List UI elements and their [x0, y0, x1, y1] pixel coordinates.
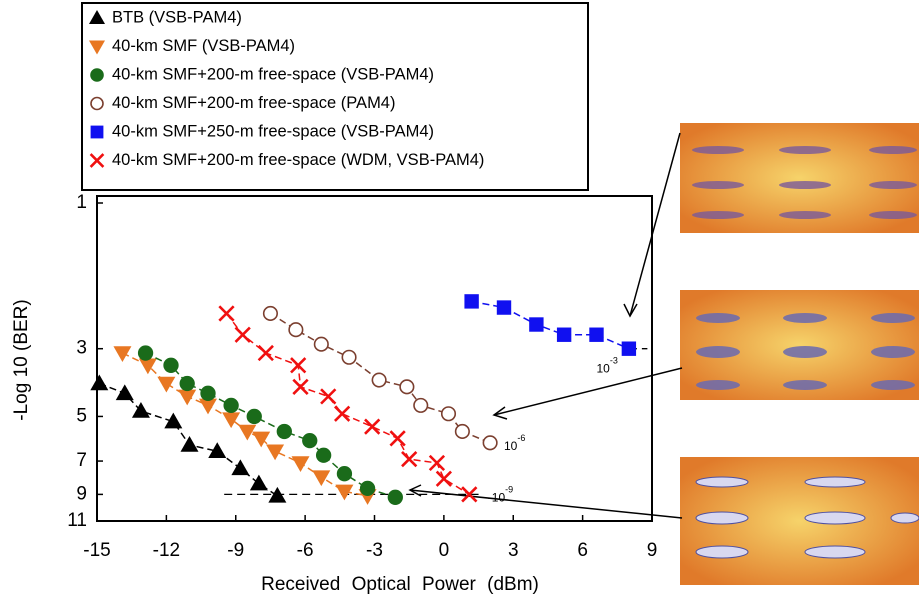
- marker: [90, 68, 104, 82]
- marker: [321, 389, 335, 403]
- marker: [456, 425, 470, 439]
- marker: [91, 98, 103, 110]
- legend-label: 40-km SMF (VSB-PAM4): [112, 37, 295, 55]
- marker: [138, 345, 153, 360]
- x-tick-label: 0: [439, 540, 450, 561]
- marker: [235, 328, 249, 342]
- marker: [250, 475, 268, 491]
- x-tick-label: -6: [297, 540, 314, 561]
- y-tick-label: 7: [76, 450, 87, 471]
- marker: [557, 328, 571, 342]
- marker: [483, 436, 497, 450]
- marker: [157, 377, 175, 393]
- series-line: [146, 353, 396, 497]
- marker: [293, 380, 307, 394]
- marker: [231, 459, 249, 475]
- y-tick-label: 11: [67, 510, 87, 531]
- marker: [200, 386, 215, 401]
- marker: [335, 407, 349, 421]
- y-axis-label: -Log 10 (BER): [11, 299, 32, 420]
- annotation-base: -10: [488, 491, 506, 505]
- marker: [414, 399, 428, 413]
- marker: [219, 306, 233, 320]
- marker: [223, 398, 238, 413]
- marker: [259, 346, 273, 360]
- marker: [360, 481, 375, 496]
- plot-frame: [97, 196, 652, 521]
- marker: [390, 431, 404, 445]
- marker: [164, 413, 182, 429]
- marker: [163, 358, 178, 373]
- eye-diagram: [680, 123, 919, 233]
- marker: [315, 337, 329, 351]
- marker: [90, 374, 108, 390]
- marker: [442, 407, 456, 421]
- x-tick-label: 9: [647, 540, 658, 561]
- series-line: [472, 301, 629, 348]
- x-tick-label: 3: [508, 540, 519, 561]
- marker: [116, 384, 134, 400]
- marker: [291, 358, 305, 372]
- legend-label: 40-km SMF+200-m free-space (VSB-PAM4): [112, 65, 434, 83]
- marker: [289, 323, 303, 337]
- annotation-exponent: -6: [517, 433, 525, 443]
- marker: [132, 402, 150, 418]
- annotation: 10-6: [504, 433, 525, 453]
- x-tick-label: -15: [83, 540, 110, 561]
- marker: [277, 424, 292, 439]
- marker: [430, 456, 444, 470]
- page: {"chart_data": {"type": "line", "x_label…: [0, 0, 919, 604]
- y-tick-label: 5: [76, 405, 87, 426]
- legend-label: 40-km SMF+200-m free-space (WDM, VSB-PAM…: [112, 151, 484, 169]
- legend-label: BTB (VSB-PAM4): [112, 8, 242, 26]
- x-axis-label: Received Optical Power (dBm): [261, 574, 539, 595]
- annotation-base: 10: [597, 361, 611, 375]
- marker: [337, 466, 352, 481]
- marker: [529, 317, 543, 331]
- marker: [266, 444, 284, 460]
- marker: [264, 307, 278, 321]
- chart: Received Optical Power (dBm) -Log 10 (BE…: [0, 0, 919, 604]
- marker: [372, 373, 386, 387]
- eye-diagrams: [410, 123, 919, 585]
- annotation: 10-3: [597, 356, 618, 376]
- marker: [292, 456, 310, 472]
- annotation: -10-9: [488, 485, 513, 505]
- x-tick-label: -12: [153, 540, 180, 561]
- annotation-exponent: -3: [610, 356, 618, 366]
- marker: [400, 380, 414, 394]
- marker: [464, 294, 478, 308]
- y-tick-label: 9: [76, 483, 87, 504]
- marker: [316, 448, 331, 463]
- marker: [180, 376, 195, 391]
- y-tick-label: 3: [76, 338, 87, 359]
- marker: [178, 390, 196, 406]
- marker: [113, 346, 131, 362]
- marker: [589, 328, 603, 342]
- marker: [247, 409, 262, 424]
- marker: [199, 399, 217, 415]
- x-tick-label: 6: [577, 540, 588, 561]
- eye-diagram: [680, 290, 919, 400]
- legend-label: 40-km SMF+250-m free-space (VSB-PAM4): [112, 122, 434, 140]
- marker: [181, 436, 199, 452]
- annotation-base: 10: [504, 439, 518, 453]
- legend-label: 40-km SMF+200-m free-space (PAM4): [112, 94, 395, 112]
- marker: [497, 300, 511, 314]
- marker: [342, 351, 356, 365]
- marker: [312, 470, 330, 486]
- marker: [622, 341, 636, 355]
- marker: [222, 412, 240, 428]
- marker: [302, 433, 317, 448]
- x-tick-label: -9: [227, 540, 244, 561]
- x-tick-label: -3: [366, 540, 383, 561]
- eye-diagram: [680, 457, 919, 585]
- marker: [91, 126, 104, 139]
- marker: [388, 490, 403, 505]
- y-tick-label: 1: [76, 192, 87, 213]
- annotation-exponent: -9: [505, 485, 513, 495]
- marker: [365, 419, 379, 433]
- marker: [437, 472, 451, 486]
